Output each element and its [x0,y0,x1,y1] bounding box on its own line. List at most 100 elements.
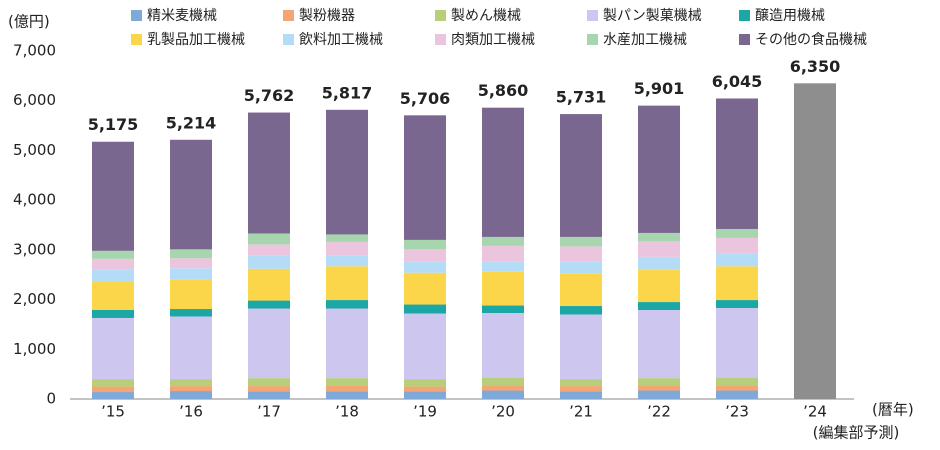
bar-segment [170,309,212,317]
total-label: 5,860 [478,81,529,100]
bar-segment [92,317,134,380]
y-tick-label: 0 [46,390,56,408]
bar-segment [638,232,680,242]
bar-segment [716,385,758,391]
bar-segment [92,269,134,282]
bar-segment [482,261,524,272]
bar-segment [716,228,758,238]
bar-segment [248,233,290,245]
total-label: 5,901 [634,79,685,98]
bar-segment [326,391,368,399]
bar-segment [92,310,134,318]
legend-label: 製パン製菓機械 [603,8,702,24]
y-tick-label: 3,000 [13,240,56,258]
bar-segment [716,300,758,309]
y-tick-label: 6,000 [13,91,56,109]
bar-segment [170,386,212,392]
bar-segment [638,310,680,379]
legend-swatch [739,10,750,21]
bar-segment [560,391,602,399]
legend-swatch [587,10,598,21]
bar-segment [404,115,446,240]
bar-segment [482,107,524,237]
bar-segment [560,379,602,387]
bar-segment [248,300,290,309]
legend-label: 乳製品加工機械 [147,32,245,48]
bar-segment [482,245,524,262]
bar-segment [248,386,290,392]
bar-segment [170,391,212,399]
x-tick-label: ’15 [101,403,125,421]
x-tick-label: ’16 [179,403,203,421]
legend-swatch [435,34,446,45]
forecast-bar [794,83,836,400]
legend-swatch [739,34,750,45]
bar-segment [248,112,290,234]
bar-segment [170,139,212,250]
y-tick-label: 5,000 [13,141,56,159]
bar-segment [716,390,758,399]
bar-segment [716,308,758,378]
bar-segment [404,249,446,262]
total-label: 5,706 [400,89,451,108]
y-tick-label: 4,000 [13,191,56,209]
bar-segment [560,246,602,262]
x-tick-label: ’22 [647,403,671,421]
bar-segment [560,314,602,380]
bar-segment [404,379,446,387]
bar-segment [170,379,212,387]
total-label: 6,045 [712,72,763,91]
bar-segment [716,98,758,229]
total-label: 5,731 [556,88,607,107]
bar-segment [92,141,134,251]
bar-segment [326,234,368,242]
bar-segment [482,312,524,378]
bar-segment [170,258,212,269]
x-tick-label: ’19 [413,403,437,421]
legend-swatch [283,34,294,45]
bar-segment [326,300,368,309]
x-tick-label: ’24 [803,403,827,421]
bar-segment [482,236,524,246]
legend-swatch [283,10,294,21]
bar-segment [482,385,524,391]
bar-segment [482,377,524,386]
bar-segment [170,249,212,259]
bar-segment [482,271,524,306]
legend-swatch [435,10,446,21]
bar-segment [248,268,290,301]
bar-segment [326,109,368,235]
x-tick-label: ’17 [257,403,281,421]
bar-segment [248,391,290,399]
total-label: 5,175 [88,115,139,134]
legend-label: 醸造用機械 [755,8,825,24]
bar-segment [170,268,212,280]
bar-segment [326,266,368,301]
y-tick-label: 1,000 [13,340,56,358]
bar-segment [560,236,602,247]
bar-segment [404,391,446,399]
legend-label: 製めん機械 [451,8,521,24]
legend-label: 水産加工機械 [603,32,687,48]
bar-segment [326,241,368,256]
x-tick-label: ’18 [335,403,359,421]
bar-segment [248,255,290,269]
legend-swatch [131,34,142,45]
bar-segment [560,273,602,307]
total-label: 5,817 [322,83,373,102]
legend-label: 製粉機器 [299,8,355,24]
bar-segment [92,386,134,393]
bar-segment [482,305,524,313]
bar-segment [638,269,680,303]
bar-segment [638,378,680,386]
bar-segment [248,378,290,387]
total-label: 6,350 [790,57,841,76]
legend-label: その他の食品機械 [755,31,867,48]
bar-segment [92,250,134,259]
bar-segment [638,302,680,311]
bar-segment [404,272,446,305]
bar-segment [716,266,758,301]
bar-segment [716,377,758,386]
legend-label: 精米麦機械 [147,8,217,24]
